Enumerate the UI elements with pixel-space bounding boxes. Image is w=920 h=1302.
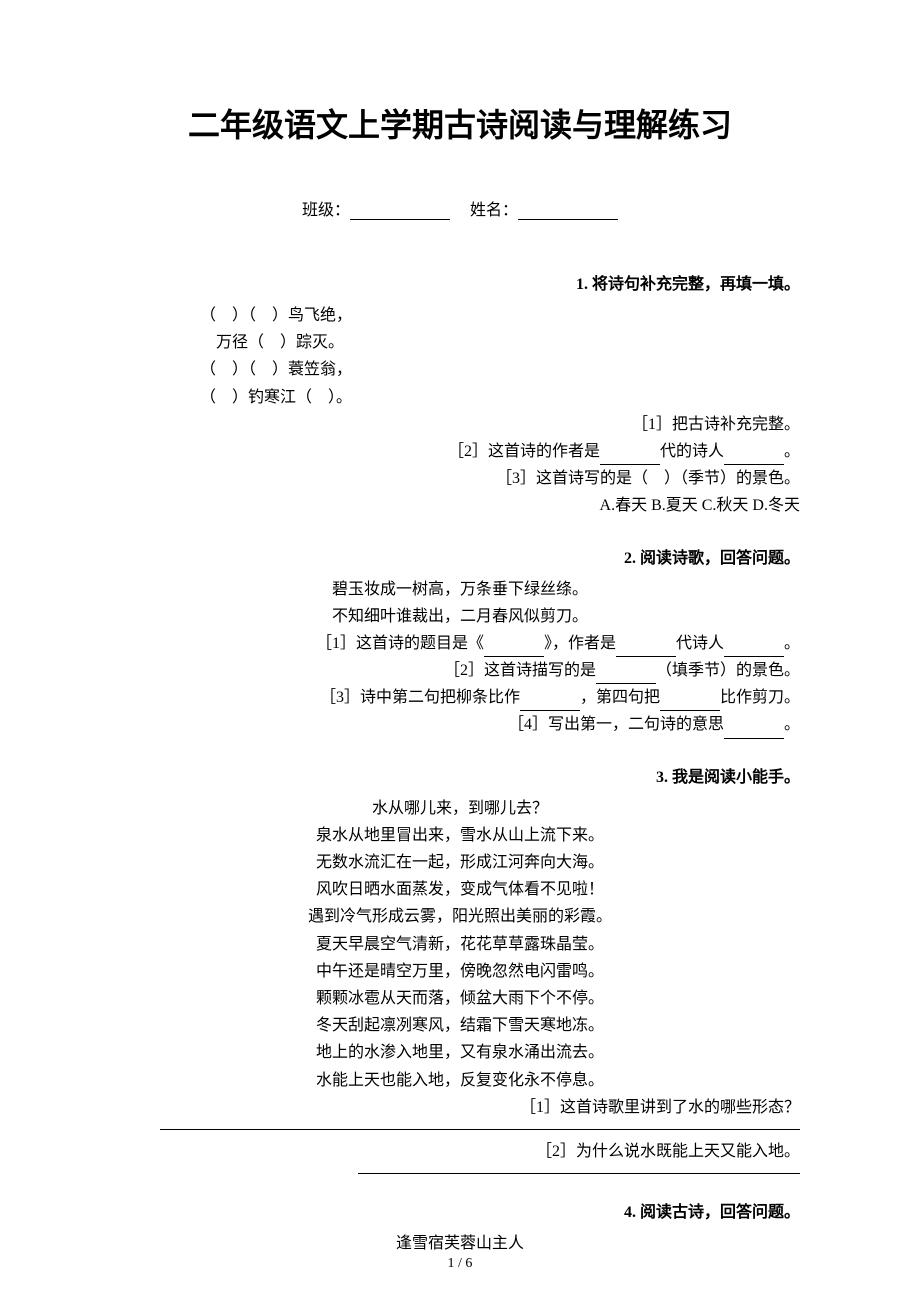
q1-sub3: ［3］这首诗写的是（ ）（季节）的景色。 [120,465,800,492]
q2-sub1-d: 。 [784,635,800,652]
q1-line1: （ ）（ ）鸟飞绝， [120,302,800,329]
q3-line6: 夏天早晨空气清新，花花草草露珠晶莹。 [120,931,800,958]
q4-title: 4. 阅读古诗，回答问题。 [120,1198,800,1222]
q3-sub2: ［2］为什么说水既能上天又能入地。 [120,1138,800,1165]
q1-sub1: ［1］把古诗补充完整。 [120,411,800,438]
name-label: 姓名： [470,202,518,219]
q1-sub2-a: ［2］这首诗的作者是 [448,443,600,460]
q3-line5: 遇到冷气形成云雾，阳光照出美丽的彩霞。 [120,903,800,930]
q1-line2: 万径（ ）踪灭。 [120,329,800,356]
q3-answer-line1 [160,1129,800,1130]
q2-blank1 [484,639,544,657]
q3-sub1: ［1］这首诗歌里讲到了水的哪些形态？ [120,1094,800,1121]
q3-title: 3. 我是阅读小能手。 [120,763,800,787]
q2-sub3-c: 比作剪刀。 [720,689,800,706]
q1-sub2-b: 代的诗人 [660,443,724,460]
q1-line3: （ ）（ ）蓑笠翁， [120,356,800,383]
question-3: 3. 我是阅读小能手。 水从哪儿来，到哪儿去？ 泉水从地里冒出来，雪水从山上流下… [120,763,800,1174]
q2-blank6 [660,693,720,711]
question-2: 2. 阅读诗歌，回答问题。 碧玉妆成一树高，万条垂下绿丝绦。 不知细叶谁裁出，二… [120,544,800,739]
q1-sub2: ［2］这首诗的作者是 代的诗人 。 [120,438,800,465]
q2-blank7 [724,721,784,739]
q2-blank2 [616,639,676,657]
q2-sub4-a: ［4］写出第一，二句诗的意思 [508,716,724,733]
q1-blank2 [724,447,784,465]
student-info-line: 班级： 姓名： [120,196,800,220]
q3-line8: 颗颗冰雹从天而落，倾盆大雨下个不停。 [120,985,800,1012]
q2-poem2: 不知细叶谁裁出，二月春风似剪刀。 [120,603,800,630]
q1-blank1 [600,447,660,465]
page-number: 1 / 6 [0,1256,920,1272]
q1-options: A.春天 B.夏天 C.秋天 D.冬天 [120,492,800,519]
q3-line11: 水能上天也能入地，反复变化永不停息。 [120,1067,800,1094]
q1-title: 1. 将诗句补充完整，再填一填。 [120,270,800,294]
q3-line2: 泉水从地里冒出来，雪水从山上流下来。 [120,822,800,849]
q4-poem-title: 逢雪宿芙蓉山主人 [120,1230,800,1257]
q2-poem1: 碧玉妆成一树高，万条垂下绿丝绦。 [120,576,800,603]
question-1: 1. 将诗句补充完整，再填一填。 （ ）（ ）鸟飞绝， 万径（ ）踪灭。 （ ）… [120,270,800,520]
q2-title: 2. 阅读诗歌，回答问题。 [120,544,800,568]
q2-sub3: ［3］诗中第二句把柳条比作 ，第四句把 比作剪刀。 [120,684,800,711]
q2-sub4: ［4］写出第一，二句诗的意思 。 [120,711,800,738]
q2-sub1: ［1］这首诗的题目是《 》，作者是 代诗人 。 [120,630,800,657]
q2-sub1-b: 》，作者是 [544,635,616,652]
q2-blank4 [596,666,656,684]
q3-line1: 水从哪儿来，到哪儿去？ [120,795,800,822]
q2-blank3 [724,639,784,657]
q3-line4: 风吹日晒水面蒸发，变成气体看不见啦！ [120,876,800,903]
name-blank [518,200,618,220]
document-title: 二年级语文上学期古诗阅读与理解练习 [120,100,800,146]
q3-line7: 中午还是晴空万里，傍晚忽然电闪雷鸣。 [120,958,800,985]
q2-sub4-b: 。 [784,716,800,733]
q2-sub2: ［2］这首诗描写的是 （填季节）的景色。 [120,657,800,684]
q2-sub3-a: ［3］诗中第二句把柳条比作 [320,689,520,706]
q2-sub3-b: ，第四句把 [580,689,660,706]
q3-line9: 冬天刮起凛冽寒风，结霜下雪天寒地冻。 [120,1012,800,1039]
q3-answer-line2 [358,1173,800,1174]
q1-line4: （ ）钓寒江（ ）。 [120,384,800,411]
q2-blank5 [520,693,580,711]
q2-sub2-b: （填季节）的景色。 [656,662,800,679]
question-4: 4. 阅读古诗，回答问题。 逢雪宿芙蓉山主人 [120,1198,800,1257]
q3-line10: 地上的水渗入地里，又有泉水涌出流去。 [120,1039,800,1066]
q2-sub1-a: ［1］这首诗的题目是《 [316,635,484,652]
q1-sub2-c: 。 [784,443,800,460]
q3-line3: 无数水流汇在一起，形成江河奔向大海。 [120,849,800,876]
q2-sub1-c: 代诗人 [676,635,724,652]
class-label: 班级： [302,202,350,219]
class-blank [350,200,450,220]
q2-sub2-a: ［2］这首诗描写的是 [444,662,596,679]
